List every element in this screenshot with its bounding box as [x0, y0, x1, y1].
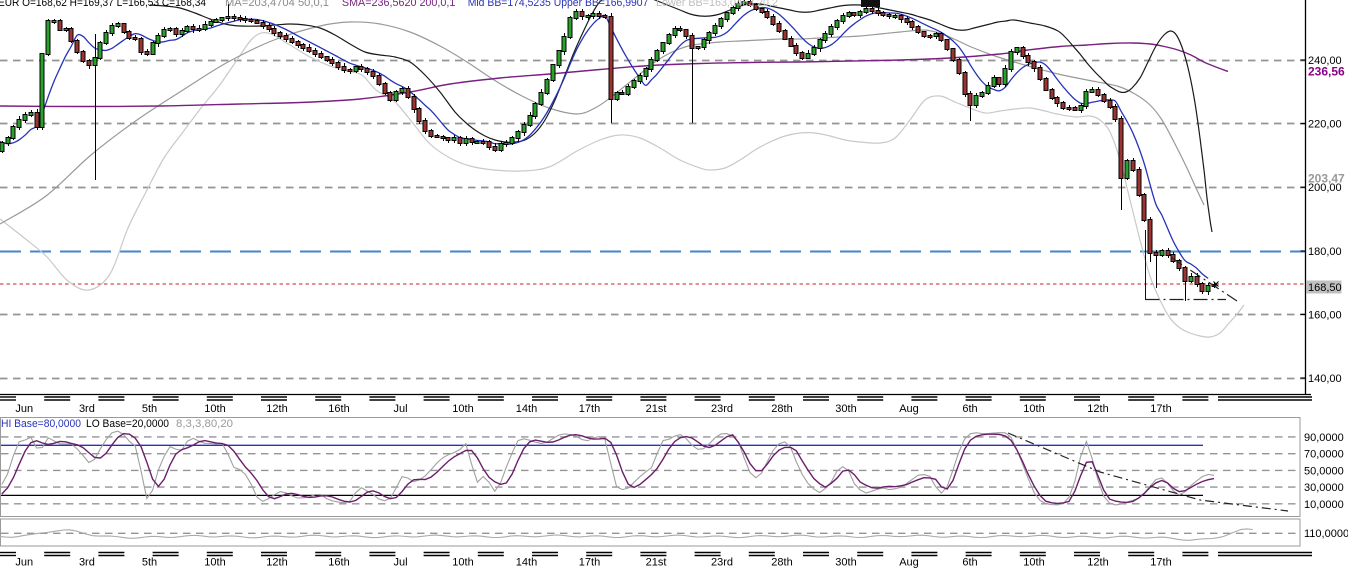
- svg-text:10th: 10th: [1023, 403, 1044, 415]
- svg-text:30th: 30th: [835, 403, 856, 415]
- svg-text:28th: 28th: [771, 557, 792, 569]
- svg-text:SMA=236,5620 200,0,1: SMA=236,5620 200,0,1: [342, 0, 456, 9]
- svg-text:Jun: Jun: [15, 557, 33, 569]
- svg-text:Jun: Jun: [15, 403, 33, 415]
- svg-text:14th: 14th: [516, 557, 537, 569]
- svg-text:168,50: 168,50: [1308, 282, 1342, 294]
- svg-text:12th: 12th: [1087, 557, 1108, 569]
- svg-text:16th: 16th: [328, 403, 349, 415]
- svg-text:180,00: 180,00: [1308, 246, 1342, 258]
- svg-text:10th: 10th: [452, 403, 473, 415]
- svg-text:LO Base=20,0000: LO Base=20,0000: [86, 418, 169, 430]
- svg-text:21st: 21st: [646, 403, 667, 415]
- svg-text:160,00: 160,00: [1308, 309, 1342, 321]
- svg-text:16th: 16th: [328, 557, 349, 569]
- svg-text:10th: 10th: [452, 557, 473, 569]
- svg-text:6th: 6th: [962, 557, 977, 569]
- svg-text:6th: 6th: [962, 403, 977, 415]
- svg-text:240,00: 240,00: [1308, 55, 1342, 67]
- svg-text:17th: 17th: [1150, 557, 1171, 569]
- svg-text:12th: 12th: [1087, 403, 1108, 415]
- svg-text:17th: 17th: [579, 403, 600, 415]
- svg-text:EUR O=168,62 H=169,37 L=166,53: EUR O=168,62 H=169,37 L=166,53 C=168,34: [0, 0, 206, 9]
- svg-text:10th: 10th: [204, 557, 225, 569]
- svg-text:5th: 5th: [142, 557, 157, 569]
- svg-text:HI Base=80,0000: HI Base=80,0000: [1, 418, 81, 430]
- svg-text:Jul: Jul: [393, 403, 407, 415]
- svg-text:21st: 21st: [646, 557, 667, 569]
- svg-text:90,0000: 90,0000: [1304, 432, 1344, 444]
- svg-text:236,56: 236,56: [1308, 65, 1345, 79]
- svg-text:17th: 17th: [1150, 403, 1171, 415]
- svg-text:Jul: Jul: [393, 557, 407, 569]
- svg-text:30,0000: 30,0000: [1304, 482, 1344, 494]
- svg-text:30th: 30th: [835, 557, 856, 569]
- svg-text:200,00: 200,00: [1308, 182, 1342, 194]
- svg-text:5th: 5th: [142, 403, 157, 415]
- svg-text:3rd: 3rd: [79, 403, 95, 415]
- svg-text:12th: 12th: [266, 557, 287, 569]
- svg-text:220,00: 220,00: [1308, 119, 1342, 131]
- svg-text:28th: 28th: [771, 403, 792, 415]
- svg-text:MA=203,4704 50,0,1: MA=203,4704 50,0,1: [225, 0, 329, 9]
- svg-text:Aug: Aug: [899, 557, 919, 569]
- svg-text:23rd: 23rd: [711, 403, 733, 415]
- svg-text:140,00: 140,00: [1308, 373, 1342, 385]
- svg-text:17th: 17th: [579, 557, 600, 569]
- svg-text:Mid BB=174,5235 Upper BB=166,9: Mid BB=174,5235 Upper BB=166,9907: [468, 0, 649, 9]
- svg-text:10th: 10th: [204, 403, 225, 415]
- svg-text:3rd: 3rd: [79, 557, 95, 569]
- svg-text:8,3,3,80,20: 8,3,3,80,20: [176, 418, 233, 430]
- svg-text:110,0000: 110,0000: [1304, 528, 1348, 540]
- svg-text:50,0000: 50,0000: [1304, 465, 1344, 477]
- svg-text:Aug: Aug: [899, 403, 919, 415]
- svg-text:12th: 12th: [266, 403, 287, 415]
- svg-text:Lower BB=163,0463 20,2: Lower BB=163,0463 20,2: [656, 0, 778, 9]
- svg-text:14th: 14th: [516, 403, 537, 415]
- svg-text:23rd: 23rd: [711, 557, 733, 569]
- svg-text:10,0000: 10,0000: [1304, 499, 1344, 511]
- svg-text:203,47: 203,47: [1308, 171, 1345, 185]
- svg-text:10th: 10th: [1023, 557, 1044, 569]
- svg-text:70,0000: 70,0000: [1304, 449, 1344, 461]
